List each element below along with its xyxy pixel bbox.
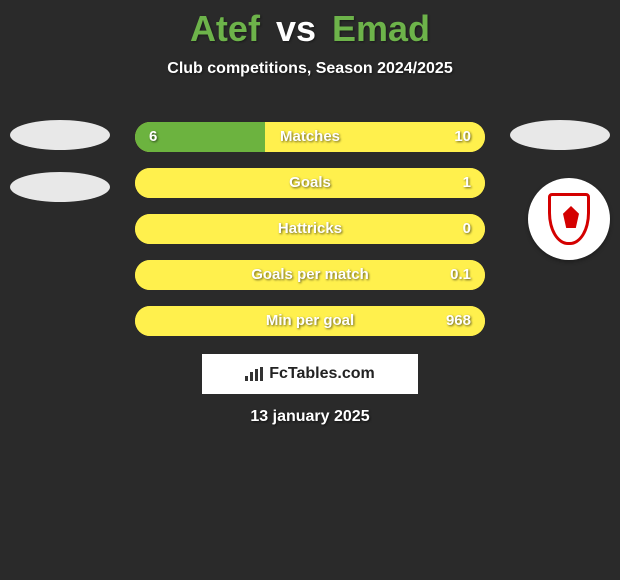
stat-label: Goals [135,168,485,198]
stat-bar: Goals per match0.1 [135,260,485,290]
player2-value: 1 [463,168,471,198]
player2-value: 0 [463,214,471,244]
player1-name: Atef [190,8,260,49]
stat-bar: Matches6 10 [135,122,485,152]
comparison-bars: Matches610Goals1Hattricks0Goals per matc… [135,122,485,352]
stat-label: Matches [135,122,485,152]
brand-badge: FcTables.com [202,354,418,394]
club-crest [528,178,610,260]
player2-name: Emad [332,8,430,49]
player1-value: 6 [149,122,157,152]
player2-value: 968 [446,306,471,336]
stat-bar: Hattricks0 [135,214,485,244]
player2-value: 0.1 [450,260,471,290]
snapshot-date: 13 january 2025 [0,408,620,426]
stat-bar: Min per goal968 [135,306,485,336]
vs-label: vs [276,8,316,49]
stat-label: Goals per match [135,260,485,290]
brand-chart-icon [245,367,263,381]
brand-text: FcTables.com [269,365,375,383]
stat-label: Hattricks [135,214,485,244]
avatar-placeholder [10,120,110,150]
avatar-placeholder [10,172,110,202]
stat-label: Min per goal [135,306,485,336]
comparison-title: Atef vs Emad [0,0,620,50]
avatar-placeholder [510,120,610,150]
player2-value: 10 [454,122,471,152]
subtitle: Club competitions, Season 2024/2025 [0,60,620,78]
stat-bar: Goals1 [135,168,485,198]
